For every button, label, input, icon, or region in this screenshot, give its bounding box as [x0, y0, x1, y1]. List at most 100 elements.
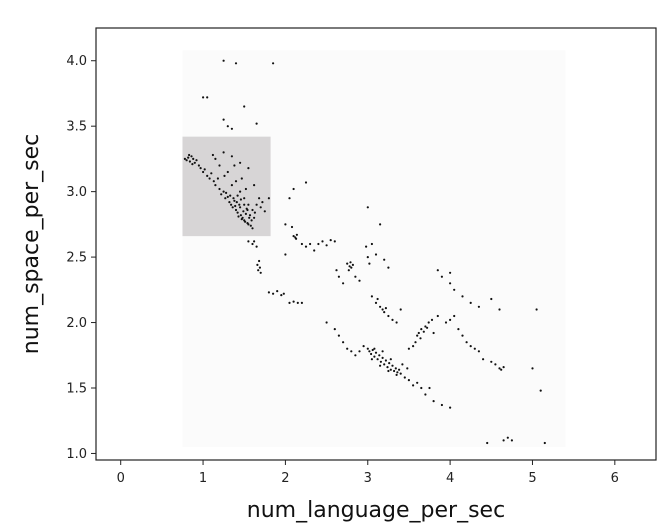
scatter-point	[412, 384, 415, 387]
scatter-point	[247, 203, 250, 206]
scatter-point	[346, 262, 349, 265]
scatter-point	[238, 203, 241, 206]
scatter-point	[226, 125, 229, 128]
scatter-point	[370, 295, 373, 298]
scatter-point	[461, 295, 464, 298]
scatter-point	[304, 245, 308, 248]
scatter-point	[430, 318, 434, 321]
scatter-point	[366, 256, 369, 259]
scatter-point	[383, 311, 386, 314]
scatter-point	[234, 208, 238, 212]
scatter-point	[416, 381, 419, 384]
scatter-point	[214, 157, 217, 160]
scatter-point	[211, 153, 214, 157]
scatter-point	[449, 318, 452, 321]
scatter-point	[206, 174, 209, 177]
scatter-point	[337, 334, 340, 337]
scatter-point	[374, 301, 378, 304]
scatter-point	[232, 197, 235, 200]
scatter-point	[247, 167, 250, 170]
scatter-point	[225, 191, 228, 194]
scatter-point	[510, 439, 513, 442]
background-region	[182, 50, 566, 447]
scatter-point	[440, 403, 443, 407]
scatter-point	[226, 170, 229, 174]
scatter-point	[233, 164, 236, 167]
scatter-point	[255, 122, 258, 125]
scatter-point	[208, 177, 211, 180]
scatter-point	[229, 194, 232, 197]
scatter-point	[365, 245, 368, 248]
scatter-point	[203, 168, 206, 171]
scatter-point	[248, 216, 251, 219]
scatter-point	[206, 96, 209, 99]
scatter-point	[244, 220, 247, 223]
scatter-point	[242, 210, 245, 213]
scatter-point	[244, 187, 247, 191]
scatter-point	[477, 350, 480, 353]
scatter-point	[292, 235, 295, 238]
y-tick-label: 3.0	[66, 185, 87, 200]
scatter-point	[272, 62, 275, 65]
scatter-point	[368, 350, 371, 353]
scatter-point	[381, 356, 384, 359]
scatter-point	[218, 187, 221, 191]
scatter-point	[531, 367, 534, 370]
scatter-point	[267, 291, 270, 294]
scatter-point	[253, 240, 256, 243]
scatter-point	[426, 326, 429, 329]
scatter-point	[195, 159, 198, 162]
scatter-point	[255, 203, 258, 206]
scatter-point	[482, 358, 485, 361]
scatter-point	[239, 198, 242, 201]
scatter-point	[222, 151, 225, 154]
scatter-point	[436, 269, 439, 272]
scatter-point	[465, 341, 468, 344]
scatter-point	[300, 301, 303, 304]
scatter-point	[370, 242, 373, 246]
scatter-point	[387, 369, 390, 373]
scatter-point	[202, 96, 205, 99]
scatter-point	[183, 157, 186, 160]
scatter-point	[373, 347, 376, 350]
scatter-point	[384, 359, 387, 362]
scatter-point	[498, 367, 501, 370]
scatter-point	[349, 261, 352, 264]
scatter-point	[216, 177, 219, 180]
scatter-point	[222, 190, 225, 193]
scatter-point	[417, 331, 420, 335]
scatter-point	[235, 201, 238, 204]
scatter-point	[325, 244, 328, 247]
y-tick-label: 1.5	[66, 382, 87, 397]
scatter-point	[348, 265, 351, 268]
y-tick-label: 2.5	[66, 251, 87, 266]
scatter-point	[244, 212, 247, 215]
scatter-point	[329, 239, 332, 242]
scatter-point	[258, 266, 261, 269]
scatter-point	[296, 301, 299, 304]
scatter-point	[370, 358, 373, 361]
scatter-point	[387, 314, 390, 318]
scatter-point	[187, 156, 190, 159]
scatter-point	[276, 290, 279, 293]
scatter-point	[333, 240, 336, 243]
scatter-point	[539, 389, 542, 392]
scatter-point	[379, 364, 382, 367]
scatter-point	[399, 372, 402, 375]
scatter-point	[190, 155, 193, 158]
scatter-point	[384, 307, 387, 310]
scatter-point	[424, 393, 427, 396]
scatter-point	[379, 360, 382, 363]
scatter-point	[453, 314, 456, 318]
x-tick-label: 2	[281, 471, 289, 486]
scatter-point	[212, 180, 215, 183]
scatter-point	[396, 371, 399, 374]
scatter-point	[494, 363, 497, 366]
scatter-point	[506, 436, 509, 439]
scatter-point	[378, 354, 381, 357]
scatter-point	[226, 195, 229, 198]
scatter-point	[358, 350, 361, 353]
selection-region[interactable]	[182, 136, 271, 237]
scatter-point	[388, 362, 391, 365]
scatter-point	[342, 282, 345, 285]
